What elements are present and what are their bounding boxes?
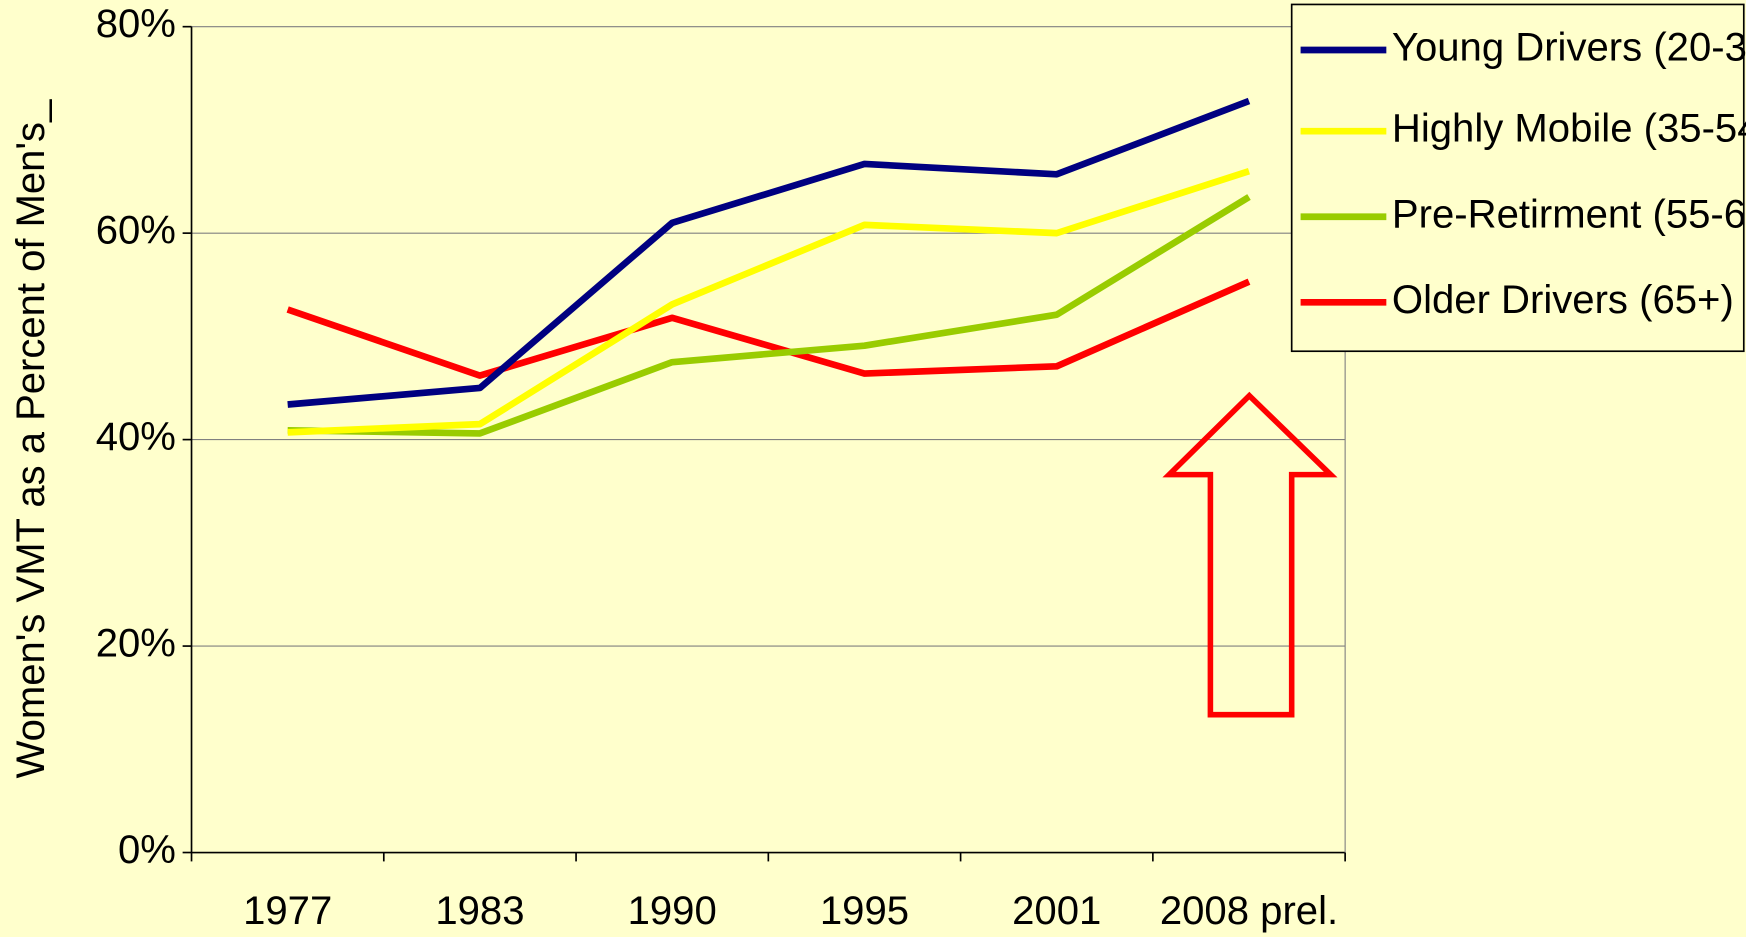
legend-label: Older Drivers (65+) (1392, 278, 1734, 322)
legend-box (1290, 3, 1745, 353)
y-axis-label: Women's VMT as a Percent of Men's_ (9, 99, 53, 778)
x-tick-label: 1983 (435, 889, 524, 933)
lines (286, 97, 1251, 437)
series-line (287, 194, 1251, 437)
series-line (286, 278, 1251, 379)
arrow (1162, 391, 1338, 718)
x-tick-label: 1990 (628, 889, 717, 933)
y-tick-label: 60% (96, 209, 176, 253)
y-tick-label: 40% (96, 415, 176, 459)
y-tick-label: 0% (118, 828, 176, 872)
y-tick-label: 80% (96, 2, 176, 46)
x-tick-label: 1977 (243, 889, 332, 933)
series-line (287, 97, 1251, 408)
x-tick-label: 1995 (820, 889, 909, 933)
legend-label: Pre-Retirment (55-64) (1392, 192, 1746, 236)
legend-label: Young Drivers (20-34) (1392, 26, 1746, 70)
y-tick-label: 20% (96, 622, 176, 666)
series-line (287, 168, 1251, 436)
legend-label: Highly Mobile (35-54) (1392, 107, 1746, 151)
x-tick-label: 2001 (1012, 889, 1101, 933)
legend: Young Drivers (20-34) Highly Mobile (35-5… (1300, 26, 1746, 322)
x-tick-label: 2008 prel. (1160, 889, 1338, 933)
